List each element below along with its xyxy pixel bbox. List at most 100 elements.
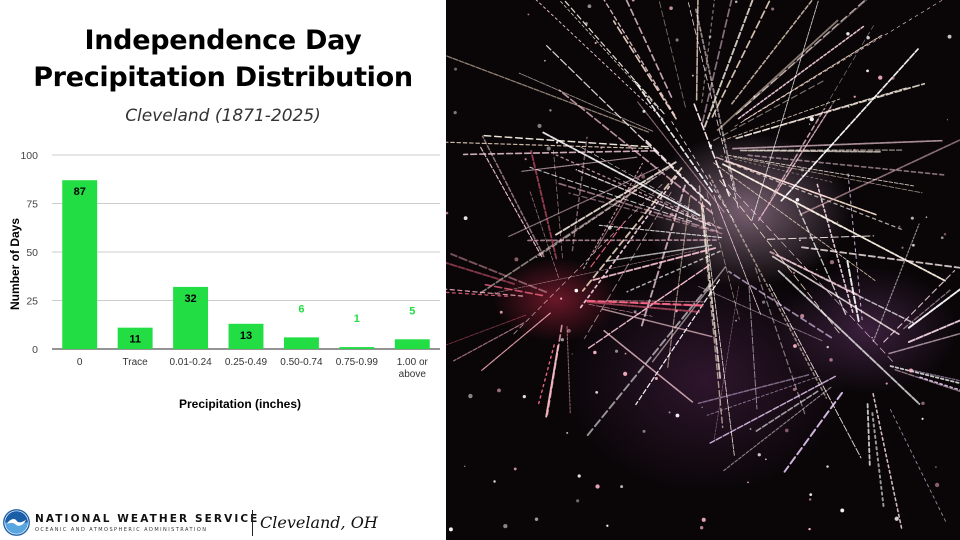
firework-streak (578, 145, 696, 212)
firework-streak (739, 149, 882, 153)
firework-streak (777, 269, 921, 405)
firework-streak (866, 69, 869, 73)
firework-streak (529, 191, 559, 278)
firework-streak (446, 288, 524, 297)
firework-streak (940, 236, 944, 240)
x-tick-label: 1.00 or (397, 357, 429, 368)
firework-streak (468, 393, 473, 399)
firework-streak (603, 0, 676, 116)
firework-streak (708, 35, 712, 39)
firework-streak (943, 233, 947, 236)
firework-streak (722, 163, 946, 282)
firework-streak (769, 251, 859, 296)
firework-streak (667, 196, 691, 368)
firework-streak (836, 221, 839, 223)
footer: NATIONAL WEATHER SERVICE OCEANIC AND ATM… (0, 506, 446, 540)
firework-streak (514, 257, 519, 262)
firework-streak (793, 344, 797, 348)
firework-streak (816, 182, 854, 313)
firework-streak (898, 225, 901, 228)
firework-streak (919, 376, 960, 391)
firework-streak (503, 523, 508, 529)
firework-streak (735, 0, 866, 115)
firework-streak (754, 267, 806, 415)
firework-streak (577, 474, 581, 478)
y-tick-label: 50 (26, 247, 38, 259)
firework-streak (901, 246, 904, 249)
office-name: Cleveland, OH (260, 513, 378, 532)
firework-streak (511, 183, 663, 336)
firework-streak (853, 95, 856, 98)
firework-streak (553, 149, 563, 259)
firework-streak (529, 166, 692, 223)
firework-streak (642, 109, 646, 113)
firework-streak (574, 288, 579, 293)
firework-streak (723, 386, 832, 472)
firework-streak (716, 19, 839, 132)
firework-streak (530, 149, 558, 260)
firework-streak (747, 154, 945, 176)
y-tick-label: 75 (26, 199, 38, 211)
firework-streak (453, 110, 457, 115)
firework-streak (768, 283, 862, 459)
firework-streak (701, 517, 706, 522)
firework-streak (801, 246, 960, 269)
firework-streak (910, 369, 960, 382)
firework-streak (534, 517, 539, 521)
firework-streak (479, 146, 543, 258)
firework-streak (558, 0, 660, 110)
firework-streak (612, 20, 677, 120)
firework-streak (878, 75, 883, 80)
firework-streak (809, 116, 814, 122)
firework-streak (651, 266, 727, 363)
firework-streak (883, 270, 956, 343)
firework-streak (709, 375, 836, 444)
firework-streak (675, 38, 679, 42)
firework-streak (911, 243, 915, 247)
firework-streak (527, 13, 530, 16)
firework-streak (607, 225, 612, 230)
y-axis-title: Number of Days (8, 218, 22, 310)
firework-streak (625, 0, 673, 98)
firework-streak (715, 156, 829, 199)
firework-streak (748, 286, 758, 410)
firework-streak (446, 291, 508, 297)
firework-streak (706, 375, 820, 416)
firework-streak (590, 221, 626, 268)
firework-streak (695, 0, 699, 101)
firework-streak (703, 0, 754, 128)
firework-streak (728, 270, 833, 339)
firework-streak (727, 154, 914, 187)
firework-streak (754, 390, 819, 433)
y-tick-label: 100 (20, 150, 38, 162)
firework-streak (757, 453, 761, 457)
firework-streak (522, 394, 526, 399)
firework-streak (724, 160, 905, 231)
data-label: 1 (354, 313, 360, 325)
bar-chart: 0 25 50 75 100 87 0 11 Trace 32 0.01-0.24 13 0.25-0.… (8, 150, 440, 411)
firework-streak (708, 144, 713, 148)
firework-streak (669, 6, 673, 10)
firework-streak (701, 0, 716, 103)
firework-streak (934, 482, 940, 488)
firework-streak (800, 313, 805, 318)
firework-streak (546, 324, 563, 416)
firework-streak (600, 146, 603, 149)
firework-streak (612, 223, 614, 226)
data-label: 13 (240, 330, 252, 342)
firework-streak (446, 55, 650, 133)
firework-streak (728, 184, 895, 364)
firework-streak (601, 308, 713, 338)
firework-streak (499, 310, 503, 314)
firework-streak (713, 195, 762, 315)
firework-streak (732, 139, 943, 150)
firework-streak (697, 374, 810, 405)
firework-streak (795, 198, 800, 202)
firework-streak (641, 174, 646, 179)
firework-streak (606, 299, 705, 303)
firework-streak (737, 24, 866, 120)
firework-streak (454, 67, 458, 71)
firework-streak (576, 499, 580, 503)
firework-streak (658, 0, 686, 108)
firework-streak (721, 98, 841, 142)
